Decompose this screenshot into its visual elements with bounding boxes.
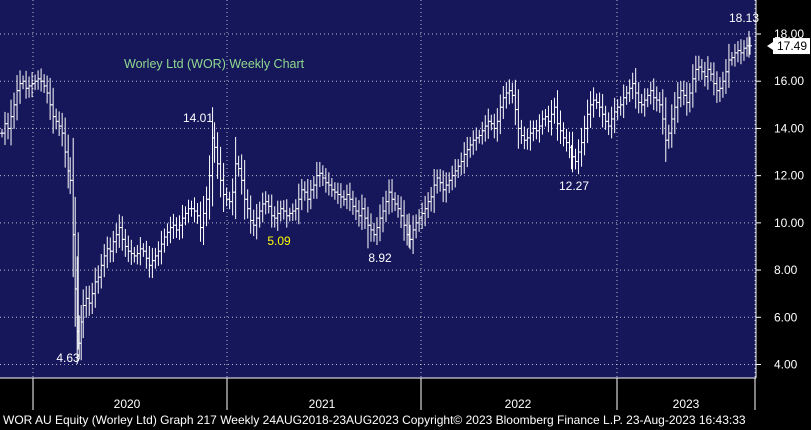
annotation-label: 12.27 (559, 179, 589, 193)
annotation-label: 18.13 (729, 11, 759, 25)
last-price-box (773, 38, 810, 55)
x-tick-label: 2022 (505, 397, 532, 411)
last-price-pointer (767, 42, 773, 51)
y-axis: 4.00 6.00 8.00 10.00 12.00 14.00 16.00 18.0017.… (755, 0, 811, 410)
y-tick-label: 4.00 (774, 358, 798, 372)
y-tick-label: 8.00 (774, 263, 798, 277)
price-bars (0, 30, 752, 365)
y-tick-label: 18.00 (774, 27, 804, 41)
annotation-label: 5.09 (267, 234, 291, 248)
x-axis: 2020 2021 2022 2023 (0, 377, 811, 411)
annotation-label: 4.63 (56, 351, 80, 365)
y-tick-label: 10.00 (774, 216, 804, 230)
y-tick-label: 6.00 (774, 310, 798, 324)
x-tick-label: 2023 (673, 397, 700, 411)
y-tick-label: 12.00 (774, 169, 804, 183)
footer-bar: WOR AU Equity (Worley Ltd) Graph 217 Wee… (0, 410, 811, 430)
chart-title: Worley Ltd (WOR) Weekly Chart (124, 57, 305, 71)
annotations: 18.13 14.01 5.09 8.92 12.27 4.63 (56, 11, 759, 365)
y-tick-label: 16.00 (774, 74, 804, 88)
y-axis-panel (756, 0, 811, 410)
x-tick-label: 2020 (114, 397, 141, 411)
y-tick-label: 14.00 (774, 121, 804, 135)
x-axis-panel (0, 378, 811, 410)
footer-text: WOR AU Equity (Worley Ltd) Graph 217 Wee… (3, 413, 746, 427)
last-price-label: 17.49 (777, 39, 807, 53)
plot-background (0, 0, 811, 410)
annotation-label: 14.01 (183, 111, 213, 125)
annotation-label: 8.92 (368, 251, 392, 265)
x-tick-label: 2021 (309, 397, 336, 411)
